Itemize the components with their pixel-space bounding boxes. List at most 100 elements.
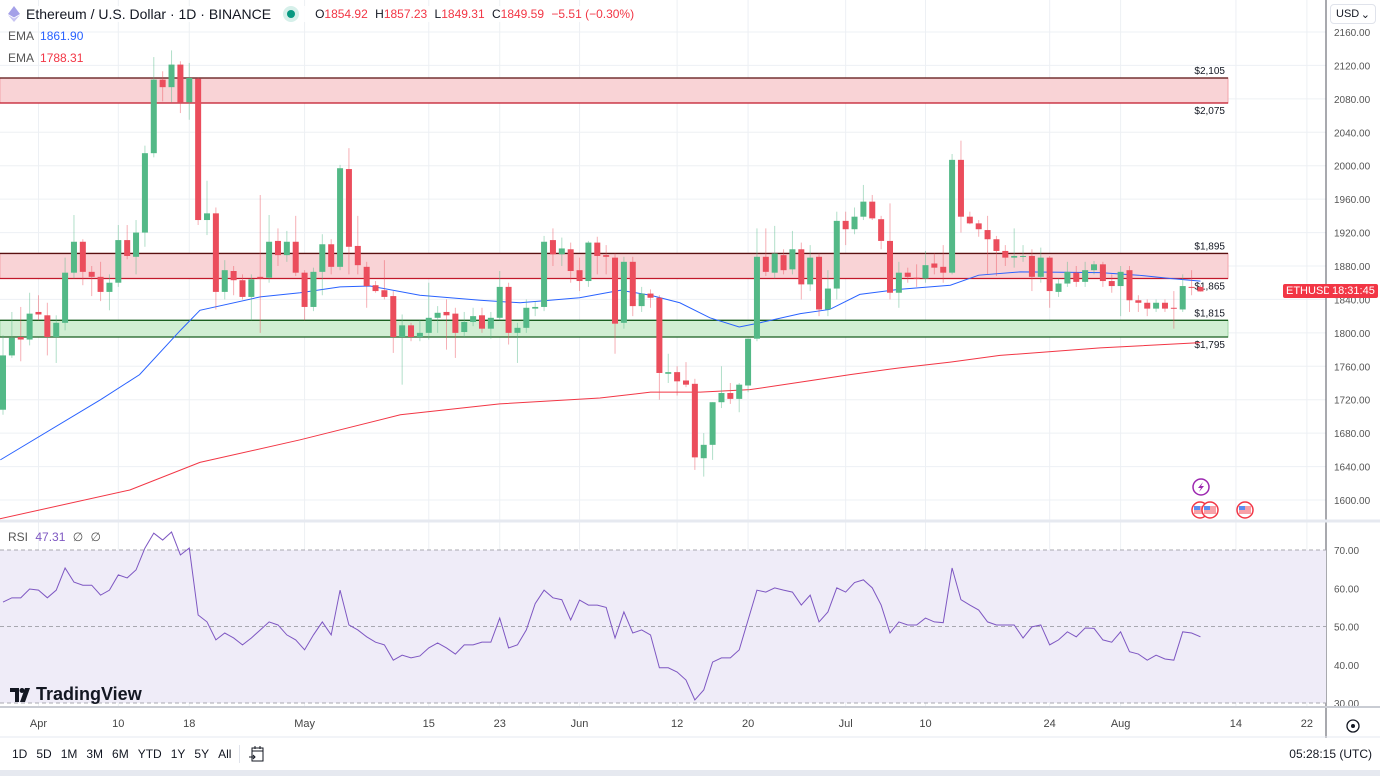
range-1m[interactable]: 1M (60, 747, 78, 761)
candle-body (283, 241, 290, 256)
candle-body (141, 153, 148, 233)
candle-body (79, 241, 86, 272)
range-5d[interactable]: 5D (36, 747, 52, 761)
range-ytd[interactable]: YTD (137, 747, 162, 761)
candle-body (629, 261, 636, 307)
candle-body (53, 322, 60, 338)
candle-body (1020, 255, 1027, 257)
flag-canton (1194, 506, 1200, 510)
price-tick-label: 2160.00 (1334, 28, 1371, 39)
candle-body (762, 256, 769, 272)
market-status-icon[interactable] (283, 6, 300, 22)
candle-body (399, 325, 406, 338)
candle-body (390, 296, 397, 338)
rsi-legend[interactable]: RSI 47.31 ∅ ∅ (8, 530, 101, 544)
resistance-high-label: $1,895 (1194, 241, 1225, 252)
candle-body (975, 223, 982, 230)
candle-body (328, 244, 335, 267)
time-tick-label: 22 (1301, 718, 1313, 730)
rsi-line (2, 531, 1201, 701)
candle-body (1046, 257, 1053, 292)
candle-body (17, 337, 24, 340)
rsi-tick-label: 40.00 (1334, 661, 1359, 672)
resistance-zone (0, 77, 1229, 104)
candle-body (70, 241, 77, 273)
candle-body (1153, 302, 1160, 309)
candle-body (8, 337, 15, 356)
time-tick-label: 14 (1230, 718, 1242, 730)
price-tick-label: 1960.00 (1334, 195, 1371, 206)
candle-body (434, 312, 441, 318)
candle-body (1064, 271, 1071, 284)
candle-body (1073, 272, 1080, 282)
resistance-high-label: $2,105 (1194, 66, 1225, 77)
candle-body (248, 279, 255, 297)
utc-clock[interactable]: 05:28:15 (UTC) (1289, 747, 1372, 761)
candle-body (727, 393, 734, 399)
candle-body (700, 444, 707, 459)
price-tick-label: 1640.00 (1334, 463, 1371, 474)
candle-body (984, 230, 991, 240)
calendar-goto-icon[interactable] (248, 745, 266, 763)
bottom-toolbar: 1D 5D 1M 3M 6M YTD 1Y 5Y All 05:28:15 (U… (0, 738, 1380, 770)
price-tick-label: 1720.00 (1334, 396, 1371, 407)
symbol-title[interactable]: Ethereum / U.S. Dollar · 1D · BINANCE (26, 6, 272, 22)
candle-body (585, 242, 592, 282)
support-high-label: $1,815 (1194, 308, 1225, 319)
candle-body (416, 332, 423, 338)
candle-body (124, 240, 131, 256)
candle-body (612, 257, 619, 324)
price-tick-label: 1680.00 (1334, 429, 1371, 440)
candle-body (292, 241, 299, 273)
price-tick-label: 2120.00 (1334, 61, 1371, 72)
candle-body (133, 232, 140, 257)
ema-slow-legend[interactable]: EMA 1788.31 (8, 51, 84, 65)
price-tick-label: 1800.00 (1334, 329, 1371, 340)
chart-canvas[interactable]: $2,105 $2,075 $1,895 $1,865 $1,815 $1,795 2160… (0, 0, 1380, 738)
rsi-tick-label: 60.00 (1334, 584, 1359, 595)
range-1d[interactable]: 1D (12, 747, 28, 761)
candle-body (665, 372, 672, 374)
candle-body (470, 316, 477, 322)
candle-body (851, 216, 858, 230)
range-3m[interactable]: 3M (86, 747, 104, 761)
candle-body (1117, 271, 1124, 287)
tradingview-logo-icon (10, 687, 30, 702)
candle-body (1028, 255, 1035, 277)
time-tick-label: Jul (839, 718, 853, 730)
flag-canton (1204, 506, 1210, 510)
candle-body (594, 242, 601, 256)
flag-canton (1239, 506, 1245, 510)
lightning-glyph (1198, 482, 1204, 492)
price-change: −5.51 (−0.30%) (551, 7, 635, 21)
candle-body (789, 249, 796, 270)
candle-body (478, 315, 485, 329)
settings-gear-icon[interactable] (1346, 719, 1360, 733)
candle-body (372, 285, 379, 292)
range-6m[interactable]: 6M (112, 747, 129, 761)
candle-body (949, 159, 956, 273)
candle-body (44, 315, 51, 338)
chevron-down-icon: ⌄ (1360, 9, 1370, 21)
range-5y[interactable]: 5Y (194, 747, 210, 761)
candle-body (26, 313, 33, 340)
candle-body (345, 169, 352, 247)
tradingview-logo[interactable]: TradingView (10, 684, 142, 705)
candle-body (266, 241, 273, 278)
candle-body (425, 317, 432, 333)
time-tick-label: 10 (919, 718, 931, 730)
candle-body (274, 240, 281, 256)
candle-body (363, 266, 370, 287)
candle-body (159, 79, 166, 88)
range-all[interactable]: All (218, 747, 232, 761)
candle-body (319, 244, 326, 272)
candle-body (913, 277, 920, 279)
ema-fast-legend[interactable]: EMA 1861.90 (8, 29, 84, 43)
candle-body (1179, 286, 1186, 310)
time-tick-label: May (294, 718, 315, 730)
currency-select[interactable]: USD ⌄ (1330, 4, 1376, 24)
candle-body (461, 321, 468, 333)
candle-body (1170, 307, 1177, 309)
range-1y[interactable]: 1Y (170, 747, 186, 761)
candle-body (1197, 286, 1204, 292)
